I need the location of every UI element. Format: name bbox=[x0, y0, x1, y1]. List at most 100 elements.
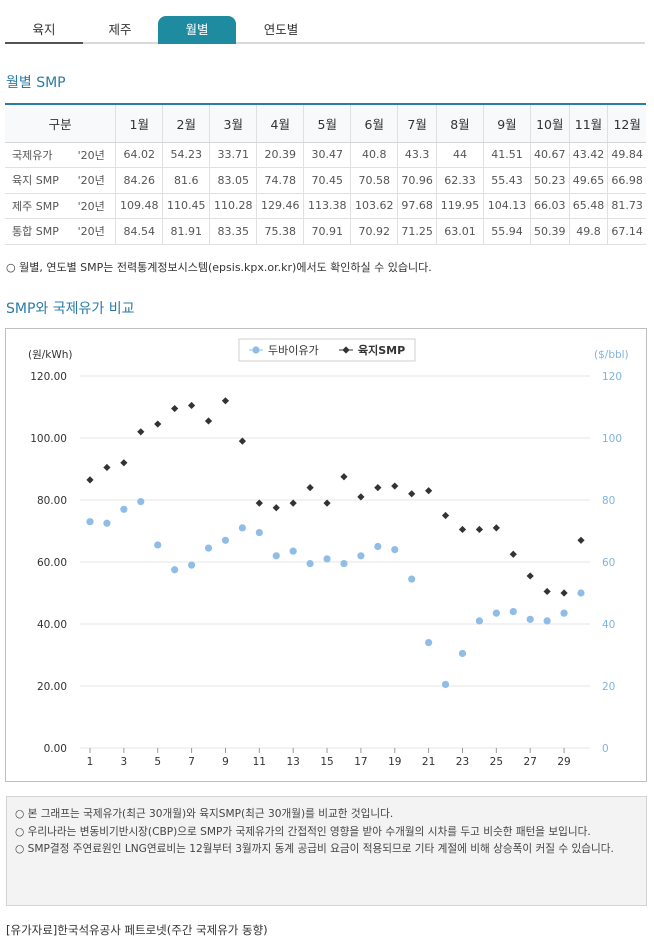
row-year: '20년 bbox=[67, 218, 116, 245]
table-cell: 109.48 bbox=[115, 193, 163, 219]
table-cell: 113.38 bbox=[303, 193, 351, 219]
tab-monthly[interactable]: 월별 bbox=[158, 16, 236, 44]
table-row: 통합 SMP '20년 84.54 81.91 83.35 75.38 70.91 70.92… bbox=[5, 218, 646, 245]
table-header-month: 6월 bbox=[350, 104, 398, 143]
table-cell: 70.92 bbox=[350, 218, 398, 245]
x-tick-label: 23 bbox=[456, 756, 469, 768]
x-tick-label: 27 bbox=[524, 756, 537, 768]
table-header-month: 8월 bbox=[435, 104, 484, 143]
table-header-month: 10월 bbox=[529, 104, 570, 143]
table-cell: 110.28 bbox=[209, 193, 257, 219]
table-cell: 129.46 bbox=[256, 193, 304, 219]
data-point-smp bbox=[255, 499, 263, 507]
data-point-oil bbox=[357, 552, 365, 560]
smp-oil-chart: (원/kWh) ($/bbl) 0.00 0 20.00 20 40.00 40 60.00 60… bbox=[5, 328, 647, 782]
data-point-smp bbox=[137, 428, 145, 436]
table-header-month: 12월 bbox=[607, 104, 646, 143]
table-cell: 71.25 bbox=[397, 218, 437, 245]
chart-svg: (원/kWh) ($/bbl) 0.00 0 20.00 20 40.00 40 60.00 60… bbox=[28, 338, 629, 768]
data-point-smp bbox=[103, 463, 111, 472]
y-right-tick-label: 40 bbox=[602, 619, 615, 631]
table-cell: 83.05 bbox=[209, 167, 257, 194]
data-point-oil bbox=[187, 561, 196, 569]
data-point-smp bbox=[374, 484, 382, 492]
x-tick-label: 25 bbox=[490, 756, 503, 768]
data-point-oil bbox=[86, 518, 94, 526]
y-right-tick-label: 0 bbox=[602, 743, 609, 755]
data-point-smp bbox=[441, 511, 450, 520]
table-header-row: 구분 1월 2월 3월 4월 5월 6월 7월 8월 9월 10월 11월 12… bbox=[5, 104, 646, 143]
table-cell: 103.62 bbox=[350, 193, 398, 219]
x-tick-label: 7 bbox=[188, 756, 195, 768]
data-point-smp bbox=[306, 484, 314, 492]
monthly-smp-table: 구분 1월 2월 3월 4월 5월 6월 7월 8월 9월 10월 11월 12… bbox=[5, 103, 646, 245]
data-point-oil bbox=[154, 541, 162, 549]
data-point-smp bbox=[408, 490, 416, 498]
table-cell: 70.45 bbox=[303, 167, 351, 194]
y-right-tick-label: 100 bbox=[602, 433, 622, 445]
table-cell: 83.35 bbox=[209, 218, 257, 245]
table-header-month: 9월 bbox=[482, 104, 531, 143]
table-header-month: 1월 bbox=[115, 104, 163, 143]
data-point-oil bbox=[103, 519, 111, 527]
x-tick-label: 29 bbox=[557, 756, 570, 768]
table-header-month: 3월 bbox=[209, 104, 257, 143]
row-label: 제주 SMP bbox=[5, 193, 67, 219]
data-point-oil bbox=[543, 617, 551, 625]
y-left-tick-label: 100.00 bbox=[30, 433, 67, 445]
data-point-oil bbox=[475, 617, 484, 625]
table-row: 국제유가 '20년 64.02 54.23 33.71 20.39 30.47 40.8 43.… bbox=[5, 142, 646, 168]
data-point-smp bbox=[238, 437, 246, 445]
info-line: ○ 본 그래프는 국제유가(최근 30개월)와 육지SMP(최근 30개월)를 … bbox=[15, 808, 394, 820]
data-point-smp bbox=[323, 499, 331, 507]
data-point-oil bbox=[340, 559, 348, 568]
y-left-tick-label: 40.00 bbox=[37, 619, 67, 631]
table-cell: 33.71 bbox=[209, 142, 257, 168]
info-line: ○ 우리나라는 변동비기반시장(CBP)으로 SMP가 국제유가의 간접적인 영… bbox=[15, 825, 591, 838]
x-tick-label: 17 bbox=[354, 756, 367, 768]
table-header-category: 구분 bbox=[5, 104, 116, 143]
epsis-note: ○ 월별, 연도별 SMP는 전력통계정보시스템(epsis.kpx.or.kr… bbox=[6, 261, 432, 274]
data-point-smp bbox=[458, 525, 467, 534]
data-point-oil bbox=[221, 536, 230, 544]
table-cell: 70.58 bbox=[350, 167, 398, 194]
data-point-smp bbox=[475, 525, 484, 534]
x-tick-label: 13 bbox=[286, 756, 299, 768]
table-cell: 65.48 bbox=[568, 193, 608, 219]
table-cell: 64.02 bbox=[115, 142, 163, 168]
data-point-oil bbox=[272, 552, 280, 560]
y-left-tick-label: 0.00 bbox=[44, 743, 67, 755]
tab-yearly[interactable]: 연도별 bbox=[263, 22, 299, 37]
y-left-tick-label: 20.00 bbox=[37, 681, 67, 693]
data-point-oil bbox=[509, 608, 517, 616]
x-tick-label: 1 bbox=[87, 756, 94, 768]
table-cell: 70.91 bbox=[303, 218, 351, 245]
period-tabs: 육지 제주 월별 연도별 bbox=[5, 16, 645, 44]
table-cell: 67.14 bbox=[607, 218, 646, 245]
table-cell: 119.95 bbox=[435, 193, 484, 219]
table-cell: 81.73 bbox=[607, 193, 646, 219]
data-point-oil bbox=[120, 505, 128, 513]
table-row: 제주 SMP '20년 109.48 110.45 110.28 129.46 113.38… bbox=[5, 193, 646, 219]
tab-mainland[interactable]: 육지 bbox=[32, 22, 56, 37]
table-cell: 50.39 bbox=[529, 218, 570, 245]
data-point-oil bbox=[458, 649, 467, 658]
data-point-oil bbox=[408, 575, 416, 583]
legend-box bbox=[238, 338, 416, 362]
tab-jeju[interactable]: 제주 bbox=[108, 22, 132, 37]
row-label: 육지 SMP bbox=[5, 167, 67, 194]
row-label: 통합 SMP bbox=[5, 218, 67, 245]
data-point-oil bbox=[425, 639, 433, 647]
table-cell: 43.42 bbox=[568, 142, 608, 168]
table-cell: 66.98 bbox=[607, 167, 646, 194]
chart-info-box: ○ 본 그래프는 국제유가(최근 30개월)와 육지SMP(최근 30개월)를 … bbox=[6, 796, 647, 906]
data-point-smp bbox=[425, 487, 433, 495]
x-tick-label: 19 bbox=[388, 756, 401, 768]
table-cell: 44 bbox=[435, 142, 484, 168]
table-cell: 97.68 bbox=[397, 193, 437, 219]
x-tick-label: 3 bbox=[121, 756, 128, 768]
x-tick-label: 5 bbox=[154, 756, 161, 768]
legend-marker-smp bbox=[342, 346, 350, 354]
data-point-oil bbox=[323, 555, 331, 563]
table-header-month: 11월 bbox=[568, 104, 608, 143]
